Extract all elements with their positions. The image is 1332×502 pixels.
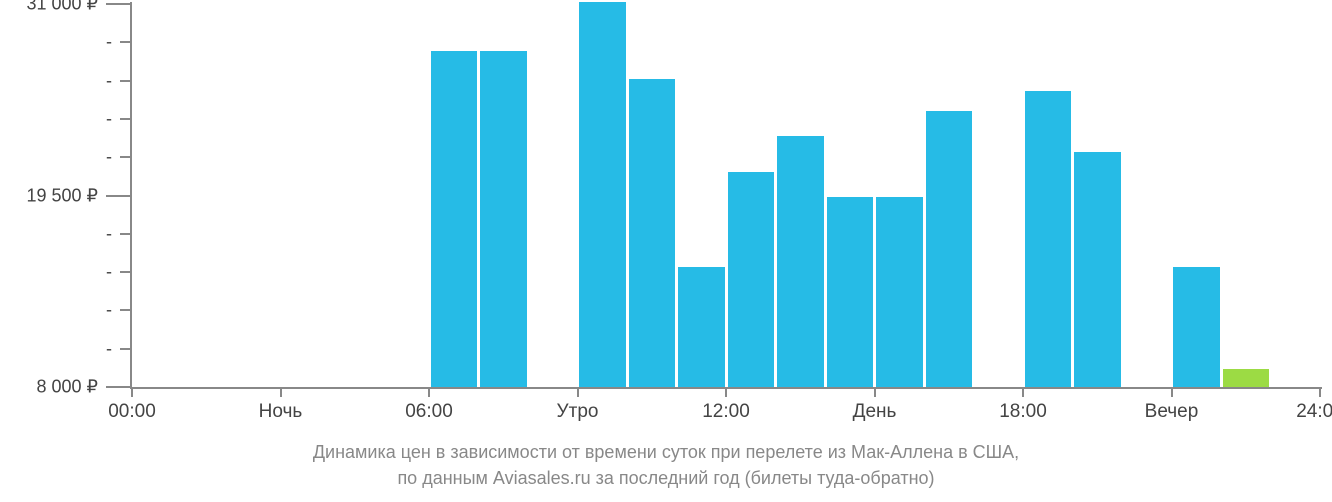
price-bar [480, 51, 527, 387]
price-bar [1025, 91, 1072, 387]
x-tick [577, 389, 579, 397]
y-minor-label: - [0, 32, 112, 53]
y-axis-line [130, 2, 132, 389]
y-minor-label: - [0, 300, 112, 321]
y-axis-label: 31 000 ₽ [0, 0, 98, 15]
chart-caption-line1: Динамика цен в зависимости от времени су… [0, 442, 1332, 463]
price-bar [926, 111, 973, 387]
x-axis-line [130, 387, 1322, 389]
x-tick [1319, 389, 1321, 397]
x-tick [725, 389, 727, 397]
x-tick [131, 389, 133, 397]
price-bar [876, 197, 923, 387]
y-minor-label: - [0, 108, 112, 129]
price-bar-min [1223, 369, 1270, 387]
x-tick [1171, 389, 1173, 397]
x-axis-label: 24:00 [1296, 401, 1332, 423]
price-bar [728, 172, 775, 387]
y-axis-label: 8 000 ₽ [0, 377, 98, 398]
x-tick [428, 389, 430, 397]
x-axis-label: Ночь [259, 401, 303, 423]
y-minor-label: - [0, 147, 112, 168]
x-axis-label: День [853, 401, 897, 423]
x-tick [1022, 389, 1024, 397]
price-by-hour-chart: 8 000 ₽ 19 500 ₽ 31 000 ₽ - - - - - - - - 00:00 Ноч… [0, 0, 1332, 502]
x-axis-label: Вечер [1145, 401, 1199, 423]
x-axis-label: 06:00 [405, 401, 453, 423]
y-minor-label: - [0, 223, 112, 244]
x-axis-label: 12:00 [702, 401, 750, 423]
y-major-tick [106, 3, 132, 5]
chart-caption-line2: по данным Aviasales.ru за последний год … [0, 468, 1332, 489]
price-bar [431, 51, 478, 387]
x-tick [280, 389, 282, 397]
y-minor-label: - [0, 338, 112, 359]
price-bar [678, 267, 725, 387]
y-axis-label: 19 500 ₽ [0, 185, 98, 206]
price-bar [1173, 267, 1220, 387]
plot-area [132, 4, 1320, 387]
y-major-tick [106, 195, 132, 197]
y-major-tick [106, 386, 132, 388]
x-axis-label: Утро [557, 401, 599, 423]
x-tick [874, 389, 876, 397]
price-bar [827, 197, 874, 387]
price-bar [1074, 152, 1121, 387]
price-bar [777, 136, 824, 387]
price-bar [629, 79, 676, 387]
price-bar [579, 2, 626, 387]
y-minor-label: - [0, 262, 112, 283]
x-axis-label: 00:00 [108, 401, 156, 423]
y-minor-label: - [0, 70, 112, 91]
x-axis-label: 18:00 [999, 401, 1047, 423]
